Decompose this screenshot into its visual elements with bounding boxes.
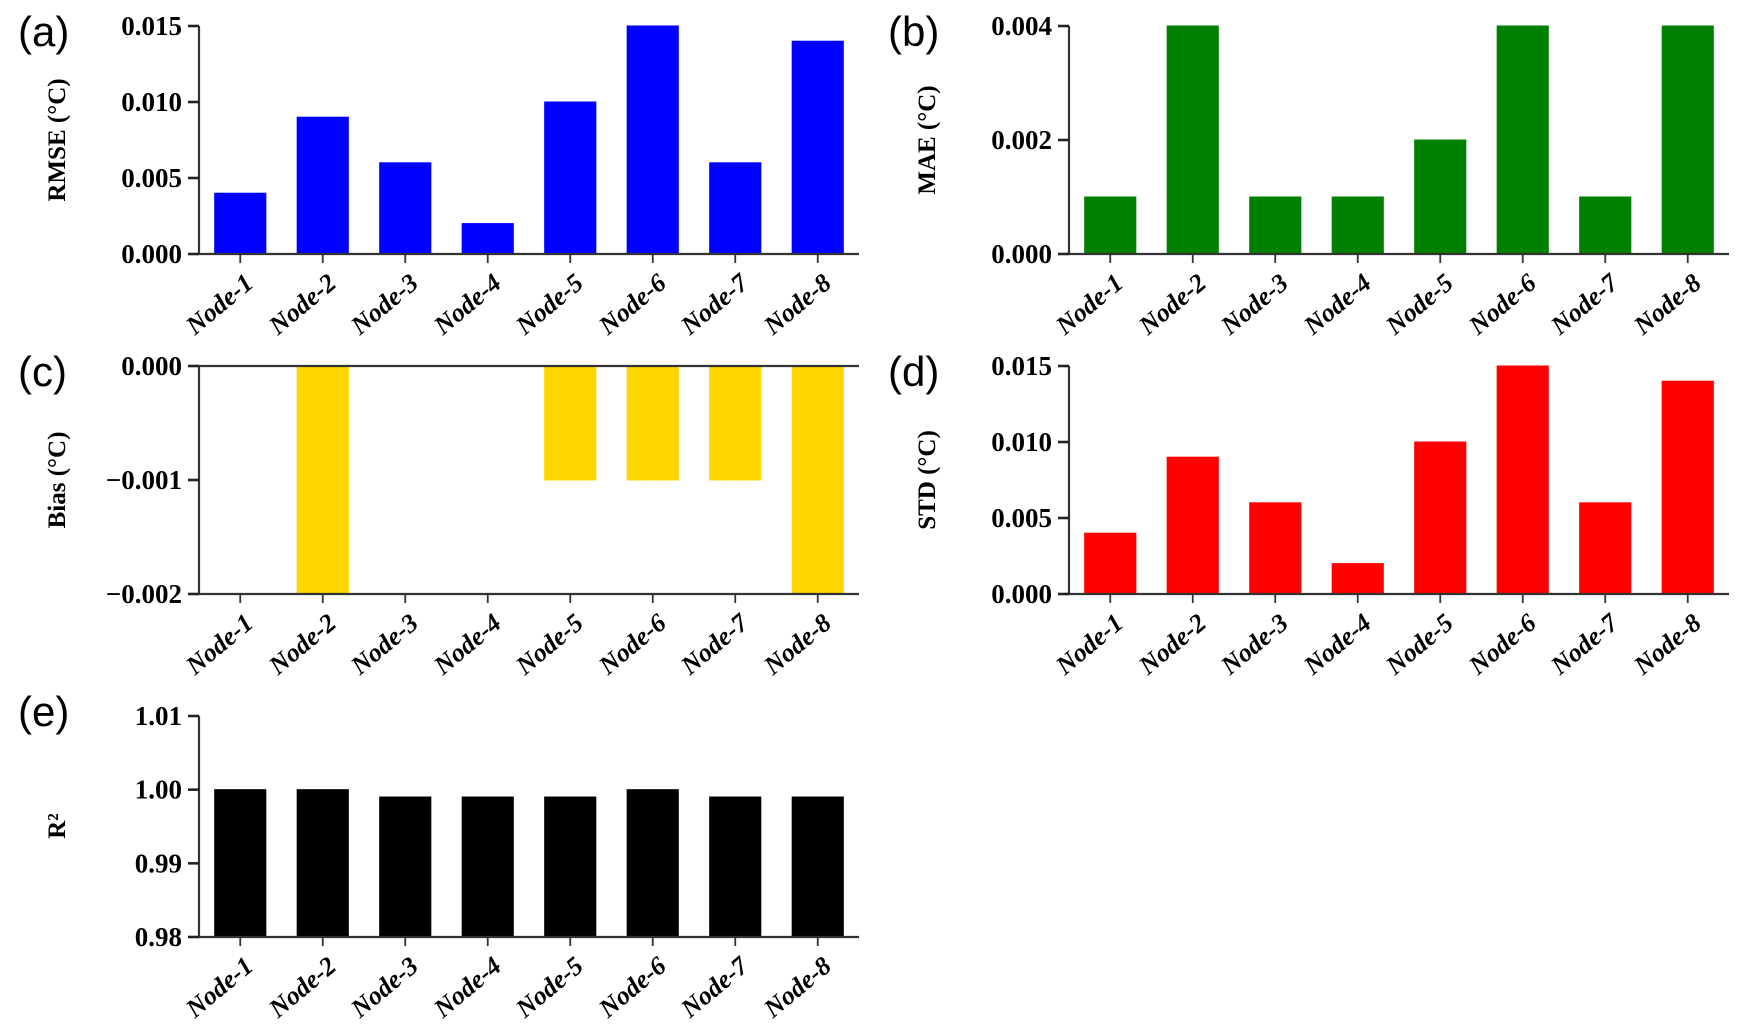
svg-text:1.00: 1.00 [135, 775, 182, 805]
svg-text:0.99: 0.99 [135, 848, 182, 878]
svg-text:0.000: 0.000 [991, 239, 1052, 269]
svg-text:0.000: 0.000 [121, 239, 182, 269]
svg-text:1.01: 1.01 [135, 701, 182, 731]
svg-text:0.010: 0.010 [991, 427, 1052, 457]
svg-text:0.002: 0.002 [991, 125, 1052, 155]
svg-text:0.000: 0.000 [121, 351, 182, 381]
svg-text:0.015: 0.015 [121, 11, 182, 41]
svg-text:0.000: 0.000 [991, 579, 1052, 609]
svg-text:0.004: 0.004 [991, 11, 1052, 41]
svg-text:0.015: 0.015 [991, 351, 1052, 381]
svg-text:0.98: 0.98 [135, 922, 182, 952]
svg-text:0.005: 0.005 [121, 163, 182, 193]
svg-text:0.010: 0.010 [121, 87, 182, 117]
svg-text:−0.002: −0.002 [106, 579, 182, 609]
svg-text:0.005: 0.005 [991, 503, 1052, 533]
svg-text:−0.001: −0.001 [106, 465, 182, 495]
